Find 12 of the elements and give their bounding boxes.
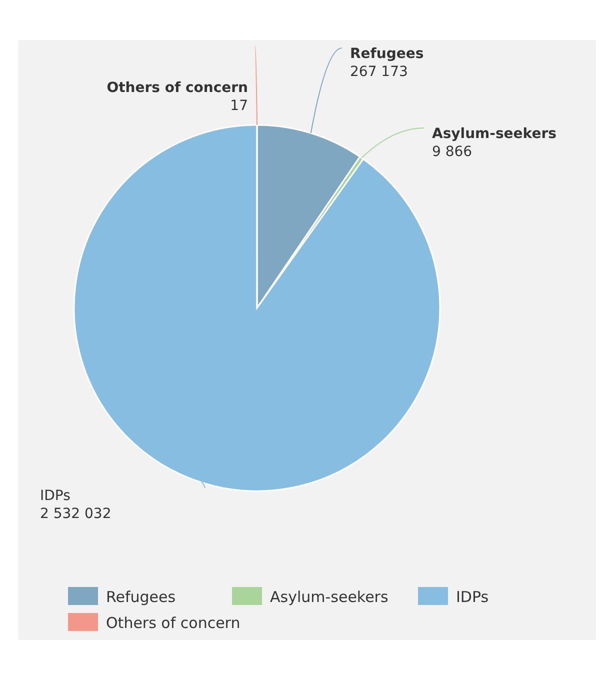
slice-label: Others of concern — [106, 80, 248, 96]
slice-label: Asylum-seekers — [432, 126, 556, 142]
data-label: 2 532 032 — [40, 506, 112, 522]
legend-label: IDPs — [456, 588, 489, 606]
legend-label: Refugees — [106, 588, 176, 606]
data-label: 17 — [230, 98, 248, 114]
data-label: 267 173 — [350, 64, 408, 80]
legend-label: Asylum-seekers — [270, 588, 388, 606]
slice-label: Refugees — [350, 46, 424, 62]
legend-label: Others of concern — [106, 614, 240, 632]
data-label: 9 866 — [432, 144, 472, 160]
slice-label: IDPs — [40, 488, 70, 504]
